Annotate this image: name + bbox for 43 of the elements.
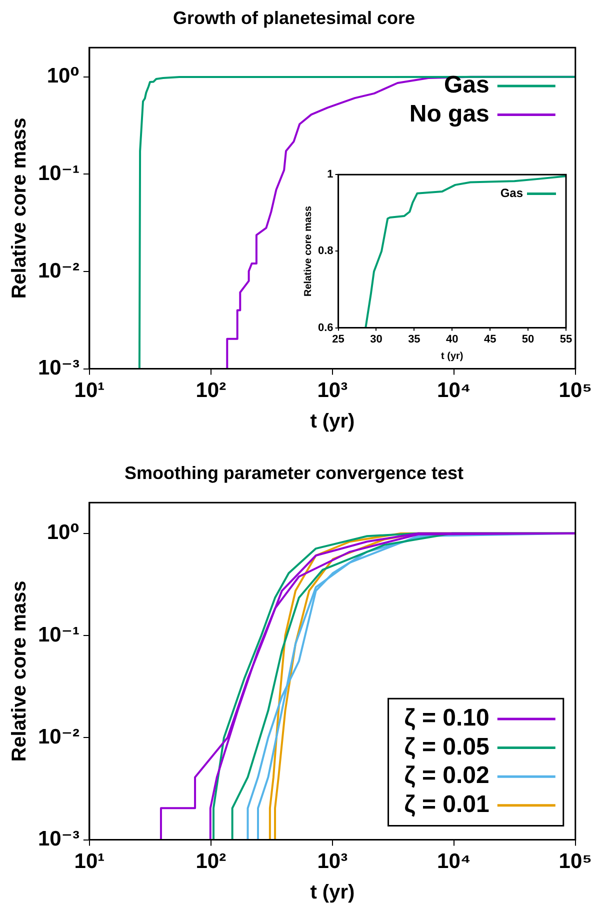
y-tick-label: 10⁻³ bbox=[38, 356, 80, 380]
y-tick-label: 10⁰ bbox=[46, 64, 80, 88]
x-tick-label: 10¹ bbox=[74, 850, 105, 874]
x-tick-label: 25 bbox=[332, 333, 344, 346]
y-tick-label: 10⁰ bbox=[46, 521, 80, 544]
legend-label: ζ = 0.05 bbox=[404, 733, 490, 760]
y-axis-title: Relative core mass bbox=[8, 580, 31, 762]
legend-label: ζ = 0.02 bbox=[404, 762, 490, 790]
x-tick-label: 10⁴ bbox=[437, 379, 471, 402]
x-tick-label: 10⁵ bbox=[558, 379, 592, 402]
x-tick-label: 10³ bbox=[317, 379, 348, 402]
x-tick-label: 10⁴ bbox=[437, 850, 471, 874]
legend-label: Gas bbox=[500, 186, 524, 200]
y-tick-label: 1 bbox=[327, 168, 334, 181]
chart-title: Smoothing parameter convergence test bbox=[124, 462, 464, 483]
y-tick-label: 10⁻² bbox=[38, 259, 80, 282]
y-axis-title: Relative core mass bbox=[8, 118, 31, 299]
y-tick-label: 10⁻¹ bbox=[38, 162, 80, 185]
y-tick-label: 10⁻¹ bbox=[38, 623, 80, 646]
chart-title: Growth of planetesimal core bbox=[172, 8, 416, 28]
x-tick-label: 10² bbox=[196, 379, 226, 402]
y-tick-label: 0.6 bbox=[318, 322, 334, 334]
legend-label: ζ = 0.10 bbox=[404, 704, 490, 732]
x-tick-label: 45 bbox=[484, 333, 496, 346]
x-tick-label: 10³ bbox=[317, 850, 348, 874]
x-tick-label: 55 bbox=[560, 333, 572, 346]
y-tick-label: 0.8 bbox=[318, 245, 334, 258]
x-tick-label: 35 bbox=[408, 333, 420, 346]
legend-label: No gas bbox=[409, 100, 490, 128]
x-axis-title: t (yr) bbox=[441, 350, 464, 362]
y-tick-label: 10⁻² bbox=[38, 725, 80, 748]
x-axis-title: t (yr) bbox=[310, 410, 355, 433]
x-axis-title: t (yr) bbox=[310, 882, 355, 904]
x-tick-label: 10² bbox=[196, 850, 226, 874]
x-tick-label: 10⁵ bbox=[558, 850, 592, 874]
x-tick-label: 40 bbox=[446, 333, 458, 346]
x-tick-label: 30 bbox=[370, 333, 382, 346]
y-axis-title: Relative core mass bbox=[302, 205, 314, 297]
legend-label: ζ = 0.01 bbox=[404, 791, 490, 818]
legend-label: Gas bbox=[444, 72, 490, 99]
x-tick-label: 10¹ bbox=[74, 379, 105, 402]
y-tick-label: 10⁻³ bbox=[38, 828, 80, 851]
x-tick-label: 50 bbox=[522, 333, 534, 346]
